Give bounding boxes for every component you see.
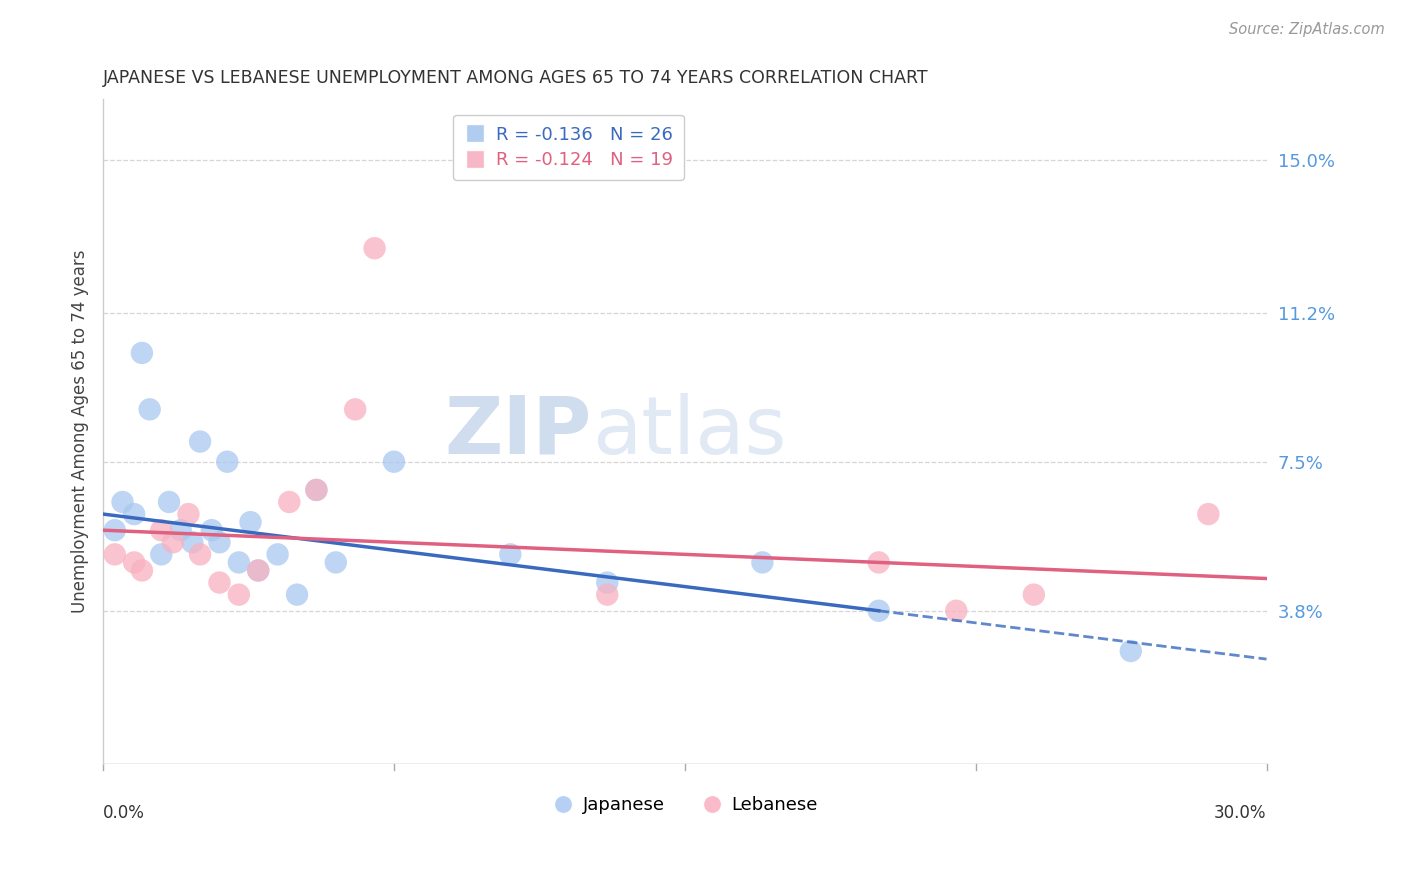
Point — [201, 523, 224, 537]
Point — [217, 455, 239, 469]
Point — [188, 547, 211, 561]
Point — [305, 483, 328, 497]
Point — [188, 434, 211, 449]
Point — [945, 604, 967, 618]
Point — [104, 523, 127, 537]
Point — [1119, 644, 1142, 658]
Legend: Japanese, Lebanese: Japanese, Lebanese — [544, 789, 825, 822]
Point — [344, 402, 367, 417]
Point — [382, 455, 405, 469]
Point — [181, 535, 204, 549]
Point — [208, 535, 231, 549]
Text: ZIP: ZIP — [444, 392, 592, 470]
Point — [104, 547, 127, 561]
Point — [122, 507, 145, 521]
Point — [596, 588, 619, 602]
Point — [162, 535, 184, 549]
Point — [266, 547, 288, 561]
Point — [131, 564, 153, 578]
Text: Source: ZipAtlas.com: Source: ZipAtlas.com — [1229, 22, 1385, 37]
Point — [208, 575, 231, 590]
Point — [1022, 588, 1045, 602]
Point — [247, 564, 270, 578]
Point — [278, 495, 301, 509]
Point — [228, 588, 250, 602]
Point — [170, 523, 193, 537]
Point — [868, 604, 890, 618]
Point — [177, 507, 200, 521]
Y-axis label: Unemployment Among Ages 65 to 74 years: Unemployment Among Ages 65 to 74 years — [72, 250, 89, 614]
Text: JAPANESE VS LEBANESE UNEMPLOYMENT AMONG AGES 65 TO 74 YEARS CORRELATION CHART: JAPANESE VS LEBANESE UNEMPLOYMENT AMONG … — [103, 69, 929, 87]
Point — [111, 495, 134, 509]
Point — [363, 241, 385, 255]
Text: 30.0%: 30.0% — [1213, 804, 1267, 822]
Point — [157, 495, 180, 509]
Point — [138, 402, 160, 417]
Point — [751, 556, 773, 570]
Point — [1197, 507, 1219, 521]
Point — [499, 547, 522, 561]
Text: 0.0%: 0.0% — [103, 804, 145, 822]
Point — [150, 547, 173, 561]
Point — [868, 556, 890, 570]
Point — [131, 346, 153, 360]
Point — [150, 523, 173, 537]
Point — [239, 515, 262, 529]
Point — [325, 556, 347, 570]
Point — [122, 556, 145, 570]
Point — [285, 588, 308, 602]
Point — [247, 564, 270, 578]
Text: atlas: atlas — [592, 392, 786, 470]
Point — [305, 483, 328, 497]
Point — [228, 556, 250, 570]
Point — [596, 575, 619, 590]
